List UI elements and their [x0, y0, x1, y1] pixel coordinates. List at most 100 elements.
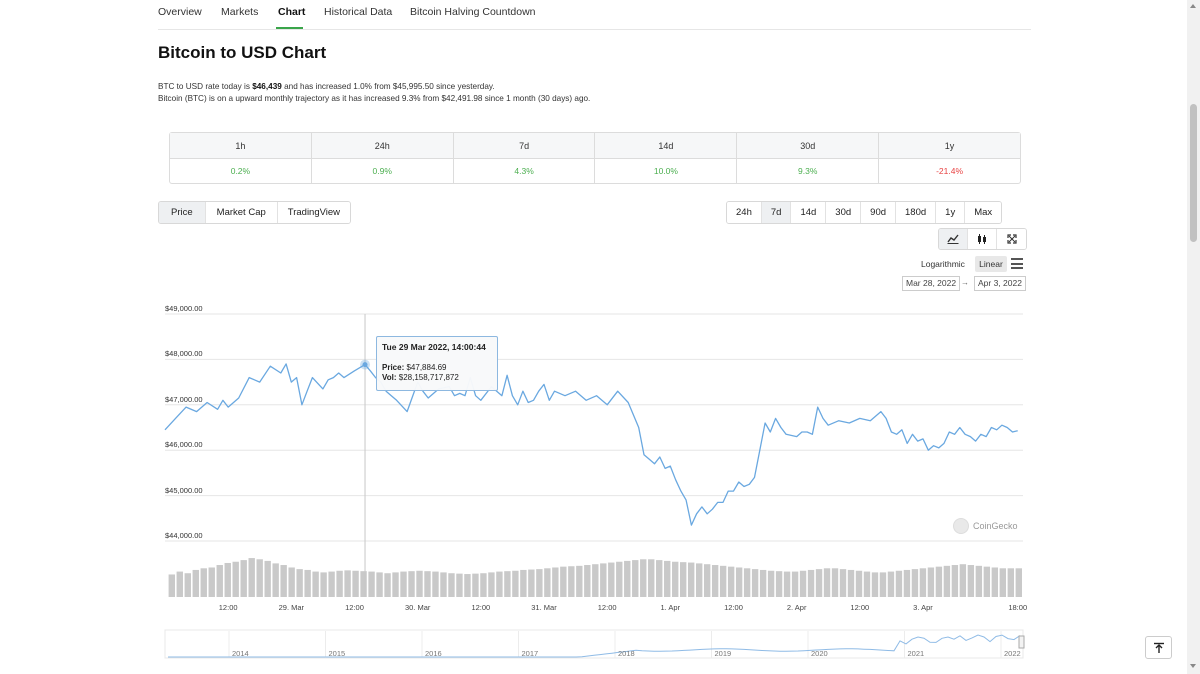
volume-bar: [903, 569, 911, 597]
volume-bar: [544, 568, 551, 597]
scrollbar-thumb[interactable]: [1190, 104, 1197, 242]
volume-bar: [911, 569, 919, 597]
volume-bar: [648, 559, 655, 597]
x-axis-tick-label: 2. Apr: [786, 603, 807, 612]
volume-bar: [799, 570, 807, 597]
volume-bar: [791, 571, 799, 597]
scroll-down-icon[interactable]: [1190, 664, 1196, 668]
volume-bar: [296, 569, 303, 597]
volume-bar: [640, 559, 647, 597]
volume-bar: [616, 561, 623, 597]
volume-bar: [168, 574, 175, 597]
volume-bar: [512, 570, 519, 597]
linear-toggle[interactable]: Linear: [975, 256, 1007, 272]
navigator-year-label: 2021: [907, 649, 925, 658]
performance-period: 24h: [311, 133, 453, 159]
volume-bar: [703, 564, 711, 597]
volume-bar: [935, 566, 943, 597]
volume-bar: [488, 572, 495, 597]
coingecko-logo-icon: [953, 518, 969, 534]
navigator-series-line: [168, 634, 1021, 658]
y-axis-tick-label: $44,000.00: [165, 531, 203, 540]
navigator-handle: [1018, 635, 1025, 649]
volume-bar: [727, 566, 735, 597]
volume-bar: [328, 571, 335, 597]
chart-tab-price[interactable]: Price: [159, 202, 206, 223]
volume-bar: [472, 573, 479, 597]
tab-overview[interactable]: Overview: [158, 6, 202, 18]
volume-bar: [368, 571, 375, 597]
y-axis-tick-label: $45,000.00: [165, 485, 203, 495]
price-series-line: [164, 363, 1018, 526]
volume-bar: [656, 560, 663, 597]
volume-bar: [831, 568, 839, 597]
range-button-90d[interactable]: 90d: [861, 202, 897, 223]
volume-bar: [224, 562, 231, 597]
performance-period: 1y: [879, 133, 1020, 159]
volume-bar: [687, 562, 695, 597]
range-button-30d[interactable]: 30d: [826, 202, 862, 223]
tab-historical-data[interactable]: Historical Data: [324, 6, 393, 18]
volume-bar: [448, 573, 455, 597]
volume-bar: [624, 560, 631, 597]
y-axis-tick-label: $46,000.00: [165, 440, 203, 450]
performance-column: 24h 0.9%: [311, 133, 454, 183]
chart-menu-icon[interactable]: [1011, 258, 1023, 269]
navigator-frame: [164, 629, 1024, 659]
scroll-up-icon[interactable]: [1190, 4, 1196, 8]
current-price: $46,439: [252, 82, 282, 91]
volume-bar: [959, 564, 967, 597]
tab-halving-countdown[interactable]: Bitcoin Halving Countdown: [410, 6, 536, 18]
volume-bar: [520, 569, 527, 597]
volume-bar: [440, 572, 447, 597]
range-button-24h[interactable]: 24h: [727, 202, 762, 223]
back-to-top-button[interactable]: [1145, 636, 1172, 659]
tab-chart[interactable]: Chart: [278, 6, 306, 18]
price-summary-line: BTC to USD rate today is $46,439 and has…: [158, 82, 495, 91]
chart-tab-tradingview[interactable]: TradingView: [277, 202, 351, 223]
volume-bar: [344, 570, 351, 597]
volume-bar: [496, 571, 503, 597]
line-chart-icon[interactable]: [939, 229, 968, 249]
volume-bar: [695, 563, 703, 597]
volume-bar: [208, 567, 215, 597]
range-button-1y[interactable]: 1y: [936, 202, 966, 223]
fullscreen-icon[interactable]: [997, 229, 1026, 249]
range-button-14d[interactable]: 14d: [791, 202, 827, 223]
date-range-from[interactable]: Mar 28, 2022: [902, 276, 961, 291]
page-scrollbar[interactable]: [1187, 0, 1200, 674]
range-button-7d[interactable]: 7d: [761, 202, 792, 223]
volume-bar: [304, 569, 311, 597]
performance-period: 30d: [737, 133, 879, 159]
summary-text: BTC to USD rate today is: [158, 82, 253, 91]
volume-bar: [879, 572, 887, 597]
volume-bar: [775, 571, 783, 597]
volume-bar: [975, 565, 983, 597]
x-axis-tick-label: 29. Mar: [278, 603, 305, 612]
date-range-to[interactable]: Apr 3, 2022: [974, 276, 1026, 291]
x-axis-tick-label: 18:00: [1008, 603, 1028, 612]
tab-markets[interactable]: Markets: [221, 6, 259, 18]
volume-bar: [480, 573, 487, 597]
chart-tab-market-cap[interactable]: Market Cap: [205, 202, 278, 223]
tooltip-volume-value: $28,158,717,872: [398, 373, 459, 382]
volume-bar: [528, 569, 535, 597]
candlestick-icon[interactable]: [968, 229, 997, 249]
volume-bar: [887, 571, 895, 597]
x-axis-tick-label: 31. Mar: [531, 603, 557, 612]
volume-bar: [504, 571, 511, 597]
volume-bar: [751, 569, 759, 597]
logarithmic-toggle[interactable]: Logarithmic: [921, 259, 965, 269]
volume-bar: [352, 570, 359, 597]
summary-text-change: and has increased 1.0% from $45,995.50 s…: [281, 82, 495, 91]
range-button-180d[interactable]: 180d: [896, 202, 937, 223]
coingecko-credit[interactable]: CoinGecko: [953, 518, 1018, 534]
volume-bar: [248, 558, 255, 597]
navigator-year-label: 2017: [521, 649, 539, 658]
volume-bar: [232, 561, 239, 597]
performance-change: 0.2%: [230, 166, 251, 176]
volume-bar: [176, 571, 183, 597]
volume-bar: [664, 560, 671, 597]
range-button-max[interactable]: Max: [965, 202, 1002, 223]
